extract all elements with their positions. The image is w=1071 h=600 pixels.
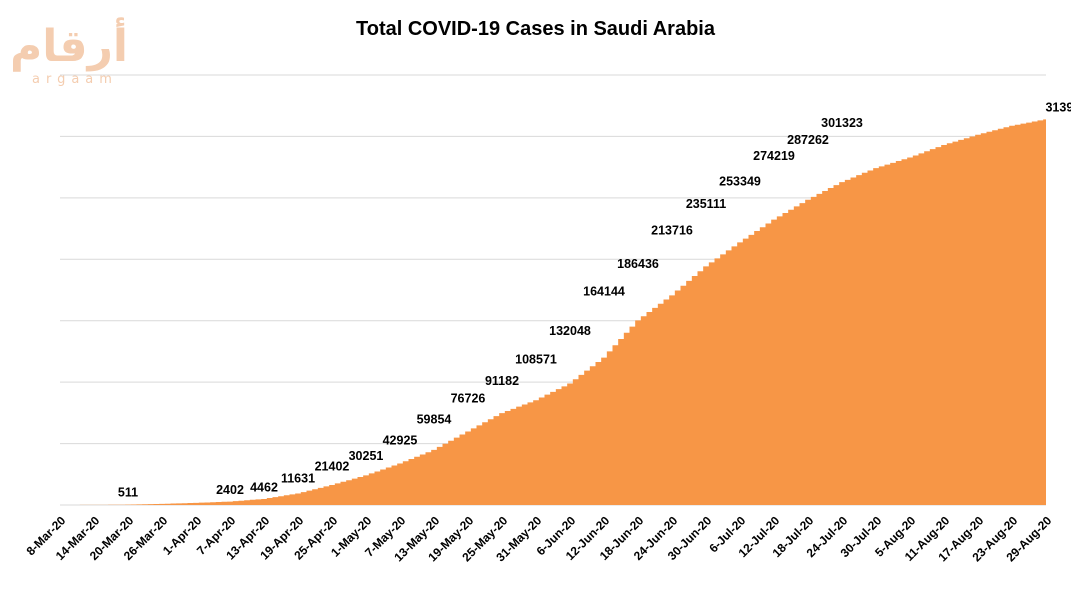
- data-label: 21402: [315, 460, 350, 474]
- x-axis-tick-labels: 8-Mar-2014-Mar-2020-Mar-2026-Mar-201-Apr…: [24, 513, 1055, 564]
- data-label: 253349: [719, 175, 761, 189]
- data-label: 313911: [1045, 100, 1071, 114]
- data-label: 108571: [515, 353, 557, 367]
- data-label: 4462: [250, 481, 278, 495]
- data-label: 235111: [686, 197, 726, 211]
- logo-arabic-text: أرقام: [10, 21, 128, 72]
- cases-area: [60, 119, 1046, 505]
- data-label: 287262: [787, 133, 829, 147]
- data-label: 186436: [617, 257, 659, 271]
- data-label: 59854: [417, 412, 452, 426]
- data-label: 42925: [383, 433, 418, 447]
- logo-latin-text: argaam: [32, 72, 118, 87]
- data-label: 274219: [753, 149, 795, 163]
- data-label: 11631: [281, 472, 315, 486]
- data-label: 2402: [216, 483, 244, 497]
- data-label: 91182: [485, 374, 519, 388]
- data-label: 213716: [651, 223, 693, 237]
- data-label: 301323: [821, 116, 863, 130]
- data-label: 164144: [583, 284, 625, 298]
- argaam-logo: أرقام argaam: [10, 22, 150, 92]
- data-label: 132048: [549, 324, 591, 338]
- area-series: [60, 119, 1046, 505]
- chart-title: Total COVID-19 Cases in Saudi Arabia: [356, 18, 715, 40]
- data-label: 76726: [451, 392, 486, 406]
- data-label: 30251: [349, 449, 384, 463]
- data-label: 511: [118, 485, 138, 499]
